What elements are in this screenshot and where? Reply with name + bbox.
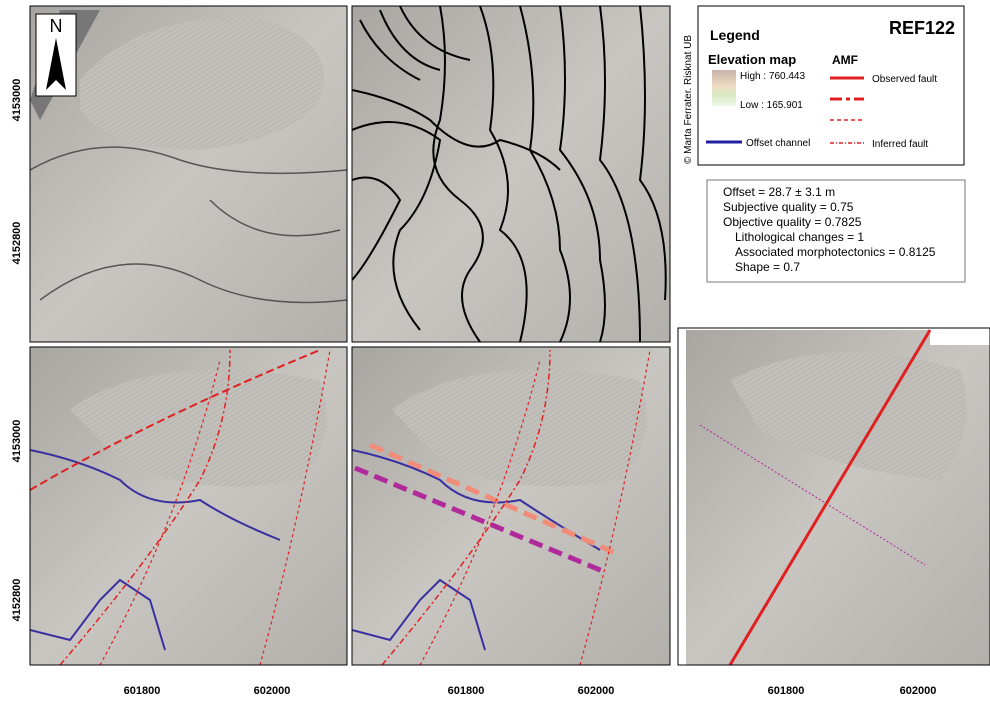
info-line: Shape = 0.7 bbox=[735, 260, 800, 274]
legend-label: Inferred fault bbox=[872, 139, 928, 150]
info-line: Offset = 28.7 ± 3.1 m bbox=[723, 185, 835, 199]
legend: Legend REF122 Elevation map AMF High : 7… bbox=[698, 6, 964, 165]
copyright: © Marta Ferrater. Risknat UB bbox=[683, 35, 694, 164]
map-panel bbox=[352, 347, 670, 665]
map-panel bbox=[30, 347, 347, 665]
legend-title: Legend bbox=[710, 27, 760, 43]
legend-label: Observed fault bbox=[872, 74, 937, 85]
y-tick-label: 4152800 bbox=[11, 579, 23, 622]
legend-heading: Elevation map bbox=[708, 52, 796, 67]
y-tick-label: 4153000 bbox=[11, 79, 23, 122]
x-tick-label: 601800 bbox=[448, 685, 485, 697]
legend-heading: AMF bbox=[832, 53, 858, 67]
legend-label: Low : 165.901 bbox=[740, 100, 803, 111]
x-tick-label: 601800 bbox=[768, 685, 805, 697]
info-line: Subjective quality = 0.75 bbox=[723, 200, 854, 214]
x-tick-label: 601800 bbox=[124, 685, 161, 697]
map-panel: N bbox=[30, 6, 347, 342]
info-line: Objective quality = 0.7825 bbox=[723, 215, 862, 229]
legend-label: High : 760.443 bbox=[740, 71, 805, 82]
map-panel bbox=[678, 328, 990, 665]
info-line: Associated morphotectonics = 0.8125 bbox=[735, 245, 936, 259]
north-label: N bbox=[50, 16, 63, 36]
map-panel bbox=[352, 6, 670, 342]
x-tick-label: 602000 bbox=[254, 685, 291, 697]
x-tick-label: 602000 bbox=[578, 685, 615, 697]
legend-label: Offset channel bbox=[746, 138, 810, 149]
body: N bbox=[0, 0, 990, 706]
map-id: REF122 bbox=[889, 18, 955, 38]
figure: N bbox=[0, 0, 990, 706]
hillshade bbox=[352, 6, 670, 342]
y-tick-label: 4152800 bbox=[11, 222, 23, 265]
y-tick-label: 4153000 bbox=[11, 420, 23, 463]
elevation-ramp bbox=[712, 70, 736, 106]
x-tick-label: 602000 bbox=[900, 685, 937, 697]
page: {"north_arrow": "N", "map_axes": {"y_tic… bbox=[0, 0, 990, 706]
info-line: Lithological changes = 1 bbox=[735, 230, 864, 244]
info-box: Offset = 28.7 ± 3.1 m Subjective quality… bbox=[707, 180, 965, 282]
